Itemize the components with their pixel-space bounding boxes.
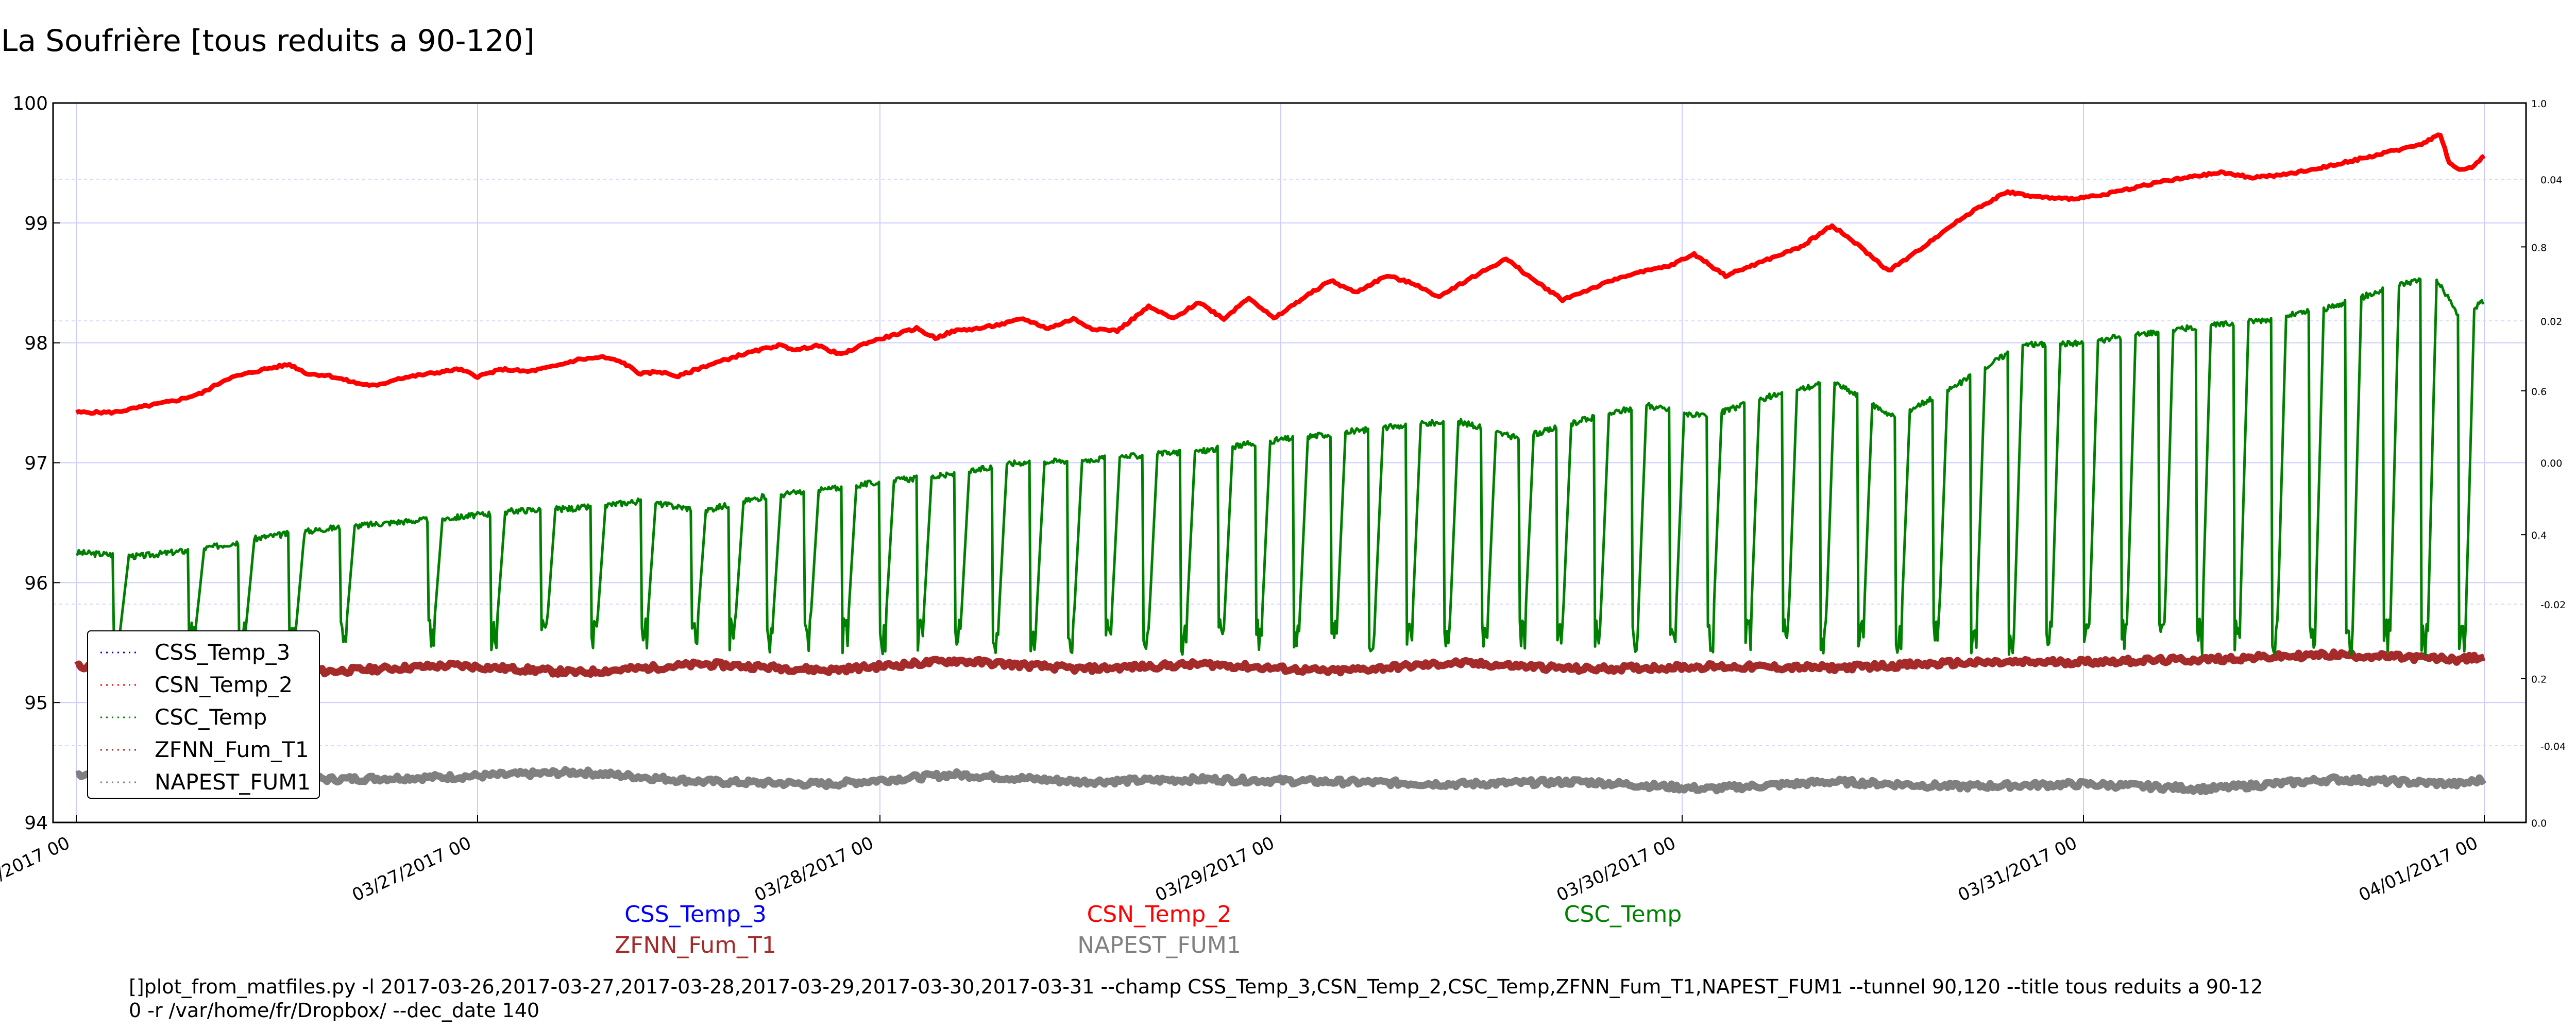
series-csc-temp <box>75 277 2484 656</box>
x-tick-label: 03/29/2017 00 <box>1152 833 1278 906</box>
bottom-series-label: NAPEST_FUM1 <box>1077 932 1241 958</box>
y2-tick-label: 0.0 <box>2531 818 2547 829</box>
y3-tick-label: -0.04 <box>2540 741 2566 752</box>
y2-tick-label: 0.6 <box>2531 386 2547 398</box>
y-tick-label: 94 <box>24 813 48 834</box>
y3-tick-label: 0.02 <box>2540 316 2562 328</box>
bottom-series-label: CSC_Temp <box>1564 901 1682 928</box>
y-tick-label: 98 <box>24 333 48 354</box>
bottom-series-label: ZFNN_Fum_T1 <box>615 932 776 958</box>
x-tick-label: 04/01/2017 00 <box>2355 833 2481 906</box>
y-tick-label: 100 <box>12 93 48 114</box>
y2-tick-label: 0.8 <box>2531 242 2547 253</box>
x-tick-label: 03/27/2017 00 <box>349 833 474 906</box>
legend-entry: CSS_Temp_3 <box>155 640 290 665</box>
y3-tick-label: -0.02 <box>2540 599 2566 611</box>
y3-tick-label: 0.00 <box>2540 458 2562 469</box>
y2-tick-label: 1.0 <box>2531 98 2547 110</box>
bottom-series-label: CSS_Temp_3 <box>624 901 767 928</box>
y3-tick-label: 0.04 <box>2540 175 2562 186</box>
legend-entry: ZFNN_Fum_T1 <box>155 737 309 762</box>
series-zfnn-fum-t1 <box>74 648 2486 678</box>
series-csn-temp-2 <box>75 132 2486 416</box>
command-line-caption: []plot_from_matfiles.py -l 2017-03-26,20… <box>129 975 2263 1022</box>
y-tick-label: 95 <box>24 693 48 714</box>
bottom-series-label: CSN_Temp_2 <box>1087 901 1232 928</box>
legend-box <box>87 630 320 799</box>
x-tick-label: 03/28/2017 00 <box>751 833 877 906</box>
y-tick-label: 97 <box>24 453 48 474</box>
plot-frame <box>52 102 2527 823</box>
y2-tick-label: 0.4 <box>2531 530 2547 541</box>
y-tick-label: 99 <box>24 213 48 234</box>
y2-tick-label: 0.2 <box>2531 674 2547 685</box>
x-tick-label: 03/31/2017 00 <box>1955 833 2080 906</box>
x-tick-label: 03/30/2017 00 <box>1553 833 1679 906</box>
chart-title: La Soufrière [tous reduits a 90-120] <box>1 23 535 58</box>
legend-entry: NAPEST_FUM1 <box>155 769 311 795</box>
legend-entry: CSN_Temp_2 <box>155 672 293 697</box>
series-napest-fum1 <box>75 762 2487 795</box>
x-tick-label: 03/26/2017 00 <box>0 833 73 906</box>
y-tick-label: 96 <box>24 573 48 594</box>
legend-entry: CSC_Temp <box>155 705 267 730</box>
